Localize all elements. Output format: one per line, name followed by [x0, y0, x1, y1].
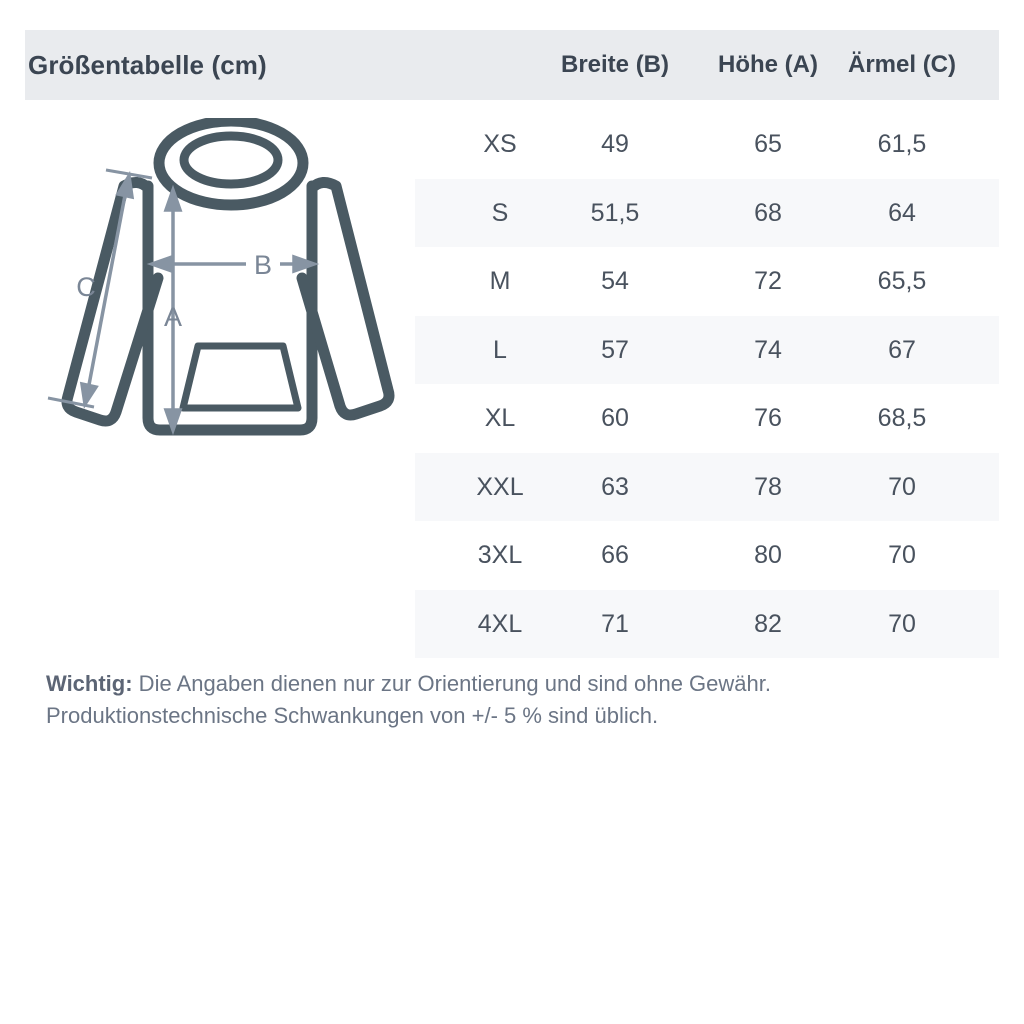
table-row: M 54 72 65,5 — [415, 247, 999, 316]
footnote-label: Wichtig: — [46, 671, 133, 696]
cell-size: XL — [484, 404, 516, 432]
arrow-b-head-right — [292, 254, 320, 274]
footnote: Wichtig: Die Angaben dienen nur zur Orie… — [46, 668, 996, 732]
cell-size: S — [491, 198, 509, 227]
cell-aermel: 61,5 — [877, 130, 927, 158]
table-header-band — [25, 30, 999, 100]
cell-breite: 63 — [601, 472, 629, 501]
cell-breite: 57 — [601, 335, 629, 364]
arrow-c-line — [86, 189, 128, 391]
cell-size: 3XL — [477, 541, 523, 569]
table-row: XL 60 76 68,5 — [415, 384, 999, 453]
hood-icon — [153, 115, 309, 211]
cell-size: L — [493, 335, 507, 364]
hoodie-diagram-svg: A B C — [47, 115, 395, 436]
cell-aermel: 70 — [888, 541, 916, 569]
garment-outline — [61, 177, 395, 436]
table-row: XXL 63 78 70 — [415, 452, 999, 521]
label-c: C — [76, 272, 96, 302]
cell-breite: 51,5 — [590, 198, 640, 227]
table-row: 3XL 66 80 70 — [415, 521, 999, 590]
arrow-a-head-top — [163, 184, 183, 212]
arrow-b-head-left — [146, 254, 174, 274]
cell-aermel: 64 — [888, 198, 916, 227]
measurement-arrows — [47, 168, 320, 436]
cell-aermel: 70 — [888, 472, 916, 501]
cell-hoehe: 74 — [754, 335, 782, 364]
cell-aermel: 65,5 — [877, 267, 927, 295]
arrow-c-head-bottom — [79, 381, 99, 409]
cell-aermel: 70 — [888, 609, 916, 638]
table-row: L 57 74 67 — [415, 315, 999, 384]
arrow-c-head-top — [115, 170, 135, 200]
cell-size: XXL — [476, 472, 524, 501]
pocket-shape — [179, 342, 302, 412]
page-title: Größentabelle (cm) — [28, 50, 267, 80]
label-a: A — [164, 302, 182, 332]
arrow-c-tick-bottom — [47, 396, 95, 409]
cell-aermel: 68,5 — [877, 404, 927, 432]
cell-size: M — [489, 267, 511, 295]
cell-breite: 54 — [601, 267, 629, 295]
hoodie-illustration: A B C — [28, 115, 418, 458]
cell-aermel: 67 — [888, 335, 916, 364]
cell-breite: 66 — [601, 541, 629, 569]
cell-size: 4XL — [477, 609, 523, 638]
cell-size: XS — [483, 130, 517, 158]
label-b: B — [254, 250, 272, 280]
table-row: XS 49 65 61,5 — [415, 110, 999, 179]
cell-breite: 71 — [601, 609, 629, 638]
cell-breite: 49 — [601, 130, 629, 158]
cell-hoehe: 65 — [754, 130, 782, 158]
cell-hoehe: 76 — [754, 404, 782, 432]
cell-hoehe: 82 — [754, 609, 782, 638]
table-row: S 51,5 68 64 — [415, 178, 999, 247]
table-row: 4XL 71 82 70 — [415, 589, 999, 658]
cell-hoehe: 72 — [754, 267, 782, 295]
footnote-text: Die Angaben dienen nur zur Orientierung … — [46, 671, 771, 728]
cell-hoehe: 80 — [754, 541, 782, 569]
cell-hoehe: 68 — [754, 198, 782, 227]
arrow-a-head-bottom — [163, 408, 183, 436]
cell-hoehe: 78 — [754, 472, 782, 501]
arrow-c-tick-top — [105, 168, 153, 180]
column-header-aermel: Ärmel (C) — [847, 51, 957, 78]
column-header-hoehe: Höhe (A) — [718, 51, 818, 78]
cell-breite: 60 — [601, 404, 629, 432]
column-header-breite: Breite (B) — [560, 51, 670, 78]
